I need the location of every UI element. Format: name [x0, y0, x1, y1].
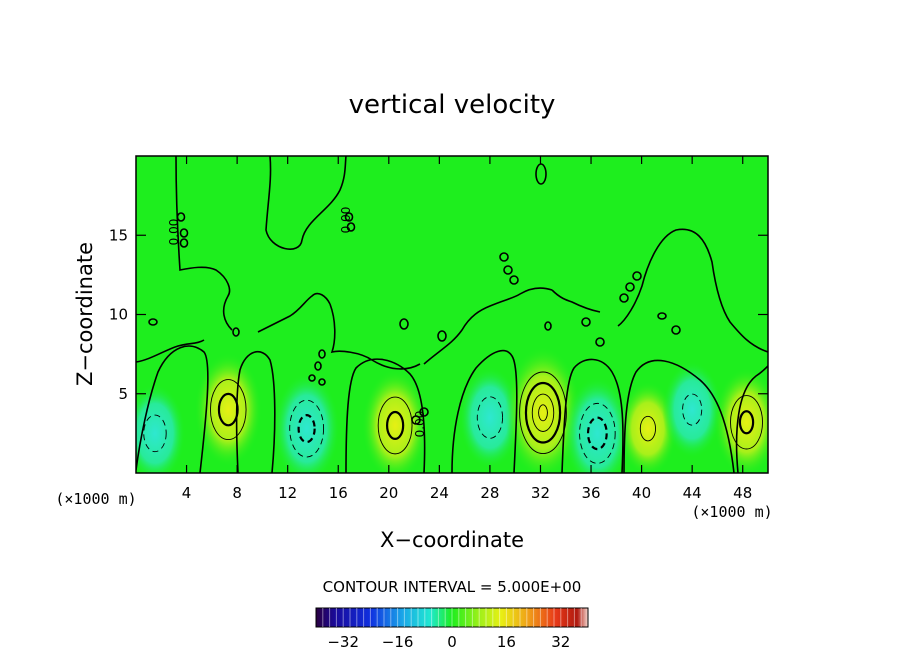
x-tick-label: 36: [581, 484, 600, 502]
contour-interval-text: CONTOUR INTERVAL = 5.000E+00: [323, 578, 582, 596]
negative-contour: [289, 399, 325, 458]
positive-contour: [210, 379, 247, 441]
negative-contour: [297, 414, 316, 444]
y-tick-label: 10: [109, 306, 128, 324]
colorbar-tick-label: −32: [327, 633, 359, 651]
x-tick-label: 28: [480, 484, 499, 502]
colorbar: [315, 607, 589, 628]
downdraft-cell: [662, 361, 723, 458]
x-tick-label: 20: [379, 484, 398, 502]
downdraft-cell: [136, 383, 186, 473]
zero-contour-label: 0.00: [339, 207, 353, 234]
chart-title: vertical velocity: [349, 90, 556, 120]
positive-contour: [217, 392, 239, 427]
downdraft-cell: [563, 376, 632, 473]
positive-contour: [385, 410, 405, 441]
x-tick-label: 48: [733, 484, 752, 502]
colorbar-tick-label: −16: [382, 633, 414, 651]
cell-contours: [143, 371, 763, 464]
y-axis-label: Z−coordinate: [73, 242, 97, 386]
negative-contour: [682, 393, 703, 426]
x-tick-label: 32: [531, 484, 550, 502]
positive-contour: [524, 381, 562, 444]
x-tick-label: 4: [182, 484, 192, 502]
updraft-cell: [504, 346, 582, 473]
velocity-cells: [136, 346, 768, 473]
x-tick-label: 44: [683, 484, 702, 502]
positive-contour: [519, 371, 567, 454]
positive-contour: [377, 396, 413, 455]
x-tick-label: 8: [232, 484, 242, 502]
x-axis-label: X−coordinate: [380, 528, 524, 552]
x-tick-label: 40: [632, 484, 651, 502]
positive-contour: [538, 404, 548, 422]
updraft-cell: [194, 352, 262, 467]
colorbar-tick-label: 16: [497, 633, 516, 651]
x-axis: 4 8 12 16 20 24 28 32 36 40 44 48: [182, 156, 752, 502]
colorbar-segments: [322, 608, 582, 627]
zero-contour-label: 0.00: [167, 219, 181, 246]
negative-contour: [143, 414, 167, 453]
y-axis: 5 10 15: [109, 226, 768, 403]
x-unit-label: (×1000 m): [691, 503, 772, 521]
negative-contour: [476, 396, 504, 439]
positive-contour: [738, 410, 755, 435]
y-tick-label: 5: [118, 385, 128, 403]
colorbar-tick-label: 0: [447, 633, 457, 651]
colorbar-tick-label: 32: [551, 633, 570, 651]
x-tick-label: 12: [278, 484, 297, 502]
downdraft-cell: [458, 366, 521, 469]
zero-contour-label: 0.00: [413, 411, 427, 438]
x-tick-label: 16: [329, 484, 348, 502]
downdraft-cell: [273, 373, 340, 473]
y-tick-label: 15: [109, 226, 128, 244]
updraft-cell: [361, 369, 429, 473]
positive-contour: [639, 415, 656, 442]
negative-contour: [579, 402, 616, 464]
positive-contour: [730, 395, 763, 450]
colorbar-ticks: −32 −16 0 16 32: [327, 633, 570, 651]
x-tick-label: 24: [430, 484, 449, 502]
negative-contour: [586, 416, 608, 451]
positive-contour: [531, 393, 555, 432]
y-unit-label: (×1000 m): [55, 490, 136, 508]
